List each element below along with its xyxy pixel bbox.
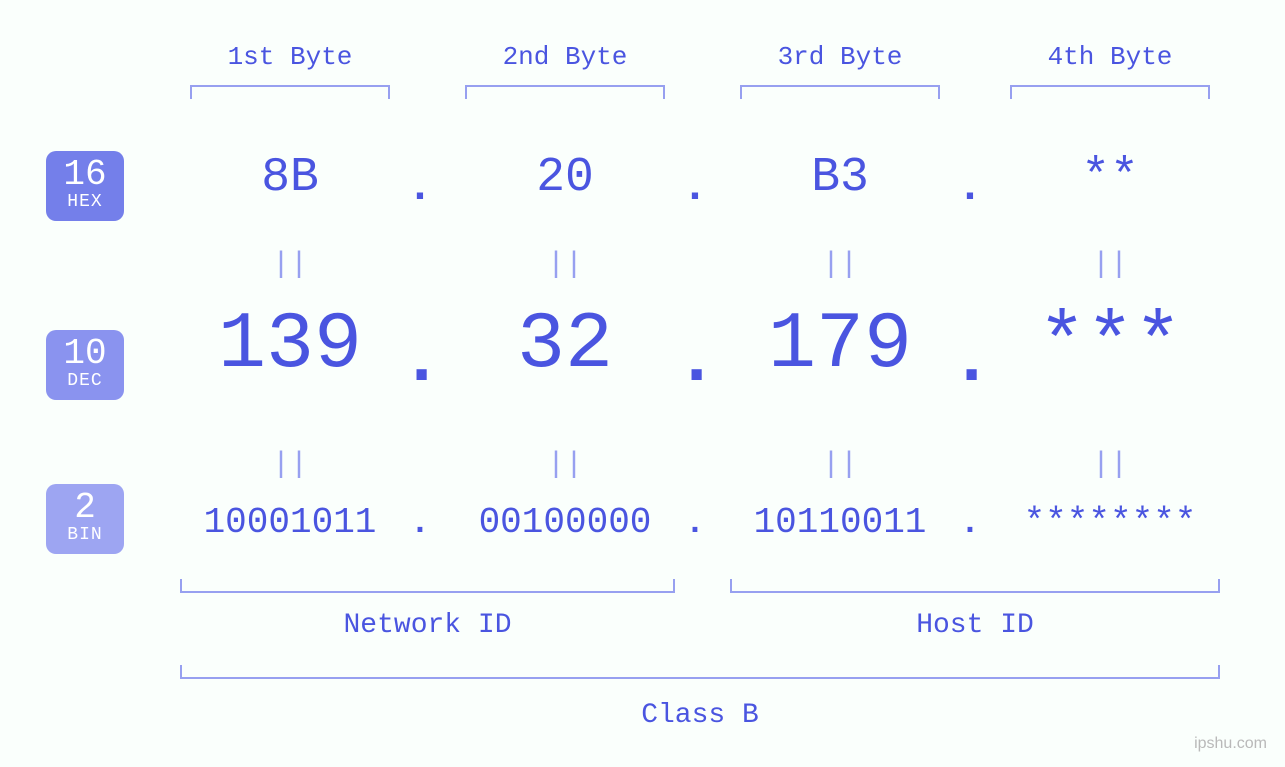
dec-byte-1: 139 <box>160 300 420 391</box>
hex-dot-1: . <box>400 163 440 213</box>
bin-byte-4: ******** <box>980 502 1240 543</box>
base-badge-bin: 2 BIN <box>46 484 124 554</box>
base-badge-dec: 10 DEC <box>46 330 124 400</box>
badge-hex-num: 16 <box>46 157 124 193</box>
equals-2c: || <box>820 450 860 480</box>
equals-1c: || <box>820 250 860 280</box>
dec-dot-3: . <box>950 320 990 402</box>
hex-dot-3: . <box>950 163 990 213</box>
hex-byte-4: ** <box>990 151 1230 205</box>
badge-dec-num: 10 <box>46 336 124 372</box>
byte-bracket-3 <box>740 85 940 99</box>
class-label: Class B <box>550 700 850 731</box>
badge-bin-name: BIN <box>46 526 124 546</box>
hex-dot-2: . <box>675 163 715 213</box>
dec-byte-3: 179 <box>710 300 970 391</box>
hex-byte-3: B3 <box>720 151 960 205</box>
watermark: ipshu.com <box>1194 735 1267 753</box>
bin-byte-2: 00100000 <box>435 502 695 543</box>
bin-dot-2: . <box>675 505 715 543</box>
badge-hex-name: HEX <box>46 193 124 213</box>
dec-byte-4: *** <box>980 300 1240 391</box>
dec-dot-1: . <box>400 320 440 402</box>
bin-dot-3: . <box>950 505 990 543</box>
class-bracket <box>180 665 1220 679</box>
network-id-bracket <box>180 579 675 593</box>
byte-label-3: 3rd Byte <box>740 42 940 72</box>
equals-2b: || <box>545 450 585 480</box>
byte-bracket-1 <box>190 85 390 99</box>
equals-2a: || <box>270 450 310 480</box>
equals-1d: || <box>1090 250 1130 280</box>
byte-bracket-4 <box>1010 85 1210 99</box>
byte-label-4: 4th Byte <box>1010 42 1210 72</box>
dec-dot-2: . <box>675 320 715 402</box>
host-id-bracket <box>730 579 1220 593</box>
equals-1a: || <box>270 250 310 280</box>
dec-byte-2: 32 <box>435 300 695 391</box>
network-id-label: Network ID <box>278 610 578 641</box>
bin-byte-3: 10110011 <box>710 502 970 543</box>
host-id-label: Host ID <box>825 610 1125 641</box>
byte-bracket-2 <box>465 85 665 99</box>
badge-dec-name: DEC <box>46 372 124 392</box>
badge-bin-num: 2 <box>46 490 124 526</box>
byte-label-1: 1st Byte <box>190 42 390 72</box>
bin-dot-1: . <box>400 505 440 543</box>
hex-byte-2: 20 <box>445 151 685 205</box>
equals-1b: || <box>545 250 585 280</box>
bin-byte-1: 10001011 <box>160 502 420 543</box>
equals-2d: || <box>1090 450 1130 480</box>
hex-byte-1: 8B <box>170 151 410 205</box>
base-badge-hex: 16 HEX <box>46 151 124 221</box>
byte-label-2: 2nd Byte <box>465 42 665 72</box>
